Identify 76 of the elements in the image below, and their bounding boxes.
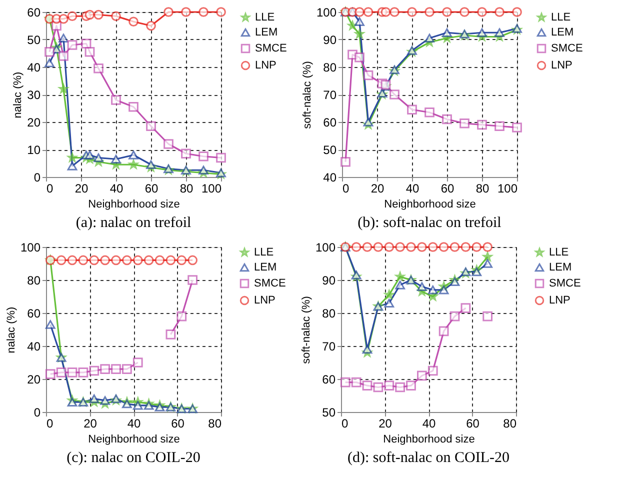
y-tick-label: 20 (27, 116, 41, 130)
y-tick-label: 40 (323, 170, 337, 184)
x-axis-title: Neighborhood size (384, 198, 476, 210)
x-axis-title: Neighborhood size (383, 434, 475, 446)
y-tick-label: 40 (27, 60, 41, 74)
x-tick-label: 40 (422, 416, 436, 430)
y-axis-title: nalac (%) (5, 306, 18, 354)
y-tick-label: 80 (323, 60, 337, 74)
legend-label: LNP (549, 294, 570, 306)
x-tick-label: 20 (84, 416, 98, 430)
x-tick-label: 80 (208, 416, 222, 430)
legend-label: SMCE (551, 42, 583, 54)
legend-label: LLE (549, 246, 569, 258)
legend-label: SMCE (549, 278, 581, 290)
x-tick-label: 100 (201, 182, 222, 196)
legend-label: LEM (549, 262, 572, 274)
legend-label: SMCE (255, 42, 287, 54)
y-tick-label: 90 (323, 33, 337, 47)
y-tick-label: 50 (323, 143, 337, 157)
legend-label: LEM (254, 262, 277, 274)
x-tick-label: 60 (144, 182, 158, 196)
legend-label: LNP (254, 294, 276, 306)
y-tick-label: 70 (323, 88, 337, 102)
y-tick-label: 10 (27, 143, 41, 157)
x-tick-label: 20 (378, 416, 392, 430)
text: (b): soft-nalac on trefoil (358, 215, 502, 231)
y-tick-label: 30 (27, 88, 41, 102)
y-tick-label: 0 (34, 170, 41, 184)
x-tick-label: 20 (370, 182, 384, 196)
x-tick-label: 60 (440, 182, 454, 196)
y-tick-label: 90 (322, 274, 336, 288)
x-axis-title: Neighborhood size (88, 198, 180, 210)
y-tick-label: 80 (27, 274, 41, 288)
legend-label: LLE (255, 12, 275, 24)
x-tick-label: 60 (466, 416, 480, 430)
x-tick-label: 80 (476, 182, 490, 196)
y-tick-label: 50 (27, 33, 41, 47)
y-tick-label: 40 (27, 340, 41, 354)
x-tick-label: 80 (503, 416, 517, 430)
legend-label: LEM (551, 26, 574, 38)
y-tick-label: 20 (27, 372, 41, 386)
x-tick-label: 0 (46, 416, 54, 430)
x-tick-label: 100 (497, 182, 518, 196)
y-tick-label: 50 (322, 406, 336, 420)
y-axis-title: soft-nalac (%) (300, 296, 312, 364)
text: (c): nalac on COIL-20 (66, 450, 200, 466)
legend-label: LEM (255, 26, 278, 38)
text: (d): soft-nalac on COIL-20 (347, 450, 510, 466)
x-tick-label: 40 (110, 182, 124, 196)
y-tick-label: 100 (20, 240, 41, 254)
y-tick-label: 0 (34, 406, 41, 420)
y-tick-label: 60 (322, 372, 336, 386)
x-tick-label: 0 (46, 182, 54, 196)
x-tick-label: 0 (342, 182, 350, 196)
legend-label: LNP (551, 60, 572, 72)
x-tick-label: 60 (171, 416, 185, 430)
y-axis-title: soft-nalac (%) (301, 61, 314, 129)
y-tick-label: 60 (323, 116, 337, 130)
y-tick-label: 60 (27, 306, 41, 320)
x-tick-label: 40 (127, 416, 141, 430)
legend-label: LLE (254, 246, 274, 258)
text: (a): nalac on trefoil (76, 215, 192, 231)
x-tick-label: 20 (74, 182, 88, 196)
legend-label: LLE (551, 12, 571, 24)
y-tick-label: 60 (27, 6, 41, 20)
x-tick-label: 80 (180, 182, 194, 196)
x-tick-label: 0 (342, 416, 348, 430)
x-axis-title: Neighborhood size (88, 434, 180, 446)
legend-label: SMCE (254, 278, 286, 290)
legend-label: LNP (255, 60, 276, 72)
y-tick-label: 100 (315, 240, 336, 254)
y-tick-label: 70 (322, 340, 336, 354)
x-tick-label: 40 (406, 182, 420, 196)
y-axis-title: nalac (%) (12, 72, 24, 118)
y-tick-label: 80 (322, 306, 336, 320)
y-tick-label: 100 (316, 6, 337, 20)
